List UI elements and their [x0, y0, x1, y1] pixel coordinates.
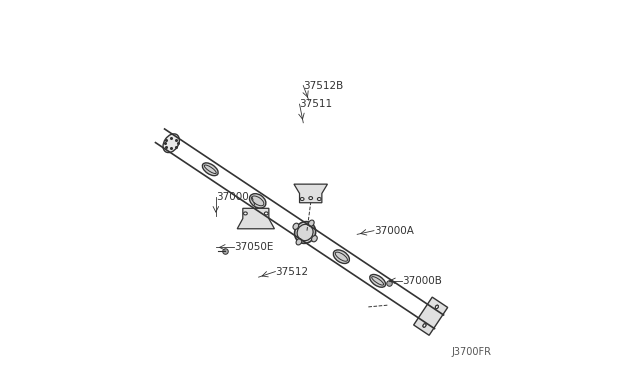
Text: 37000B: 37000B — [402, 276, 442, 286]
Ellipse shape — [293, 223, 299, 230]
Ellipse shape — [309, 196, 312, 199]
Text: 37512B: 37512B — [303, 81, 344, 90]
Polygon shape — [413, 297, 448, 335]
Ellipse shape — [435, 305, 438, 309]
Ellipse shape — [308, 220, 314, 226]
Text: 37512: 37512 — [275, 267, 308, 276]
Text: 37511: 37511 — [300, 99, 333, 109]
Polygon shape — [237, 208, 275, 229]
Ellipse shape — [312, 235, 317, 242]
Ellipse shape — [202, 163, 218, 176]
Ellipse shape — [423, 324, 426, 327]
Ellipse shape — [264, 212, 268, 215]
Text: 37000A: 37000A — [374, 226, 414, 235]
Text: 37050E: 37050E — [234, 243, 274, 252]
Ellipse shape — [244, 212, 247, 215]
Ellipse shape — [250, 194, 266, 208]
Ellipse shape — [163, 134, 179, 153]
Ellipse shape — [317, 198, 321, 201]
Ellipse shape — [370, 275, 385, 287]
Polygon shape — [294, 184, 328, 203]
Ellipse shape — [435, 305, 438, 309]
Text: J3700FR: J3700FR — [451, 347, 491, 357]
Ellipse shape — [297, 226, 313, 239]
Ellipse shape — [423, 324, 426, 327]
Ellipse shape — [296, 239, 302, 245]
Ellipse shape — [300, 198, 304, 201]
Text: 37000: 37000 — [216, 192, 248, 202]
Ellipse shape — [333, 250, 349, 263]
Ellipse shape — [294, 222, 316, 243]
